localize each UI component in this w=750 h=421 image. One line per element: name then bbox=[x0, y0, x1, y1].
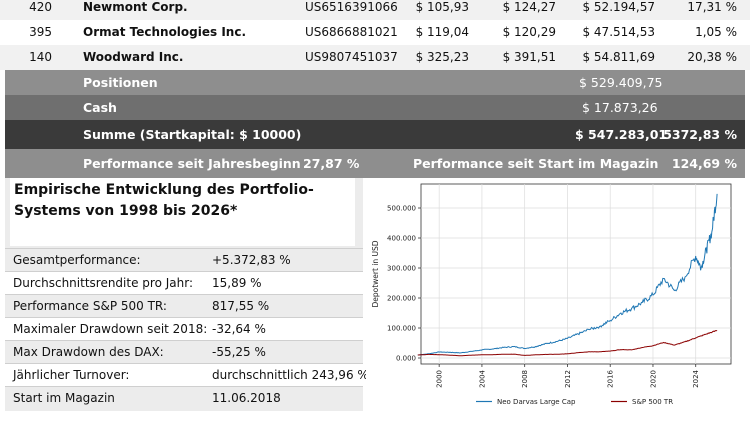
stat-value: +5.372,83 % bbox=[212, 253, 291, 267]
stats-title: Empirische Entwicklung des Portfolio-Sys… bbox=[10, 178, 355, 246]
stat-key: Maximaler Drawdown seit 2018: bbox=[13, 322, 208, 336]
shares-cell: 140 bbox=[29, 50, 52, 64]
y-tick-label: 100.000 bbox=[387, 325, 416, 333]
stat-row: Durchschnittsrendite pro Jahr: 15,89 % bbox=[5, 271, 363, 294]
shares-cell: 395 bbox=[29, 25, 52, 39]
current-price-cell: $ 124,27 bbox=[502, 0, 556, 14]
table-row: 420 Newmont Corp. US6516391066 $ 105,93 … bbox=[0, 0, 750, 20]
buy-price-cell: $ 105,93 bbox=[415, 0, 469, 14]
stat-value: 11.06.2018 bbox=[212, 391, 281, 405]
positions-row: Positionen $ 529.409,75 bbox=[5, 70, 745, 95]
stat-row: Maximaler Drawdown seit 2018: -32,64 % bbox=[5, 317, 363, 340]
total-value: $ 547.283,01 bbox=[575, 127, 668, 142]
perf-start-label: Performance seit Start im Magazin bbox=[413, 156, 659, 171]
x-tick-label: 2012 bbox=[564, 370, 572, 388]
current-price-cell: $ 391,51 bbox=[502, 50, 556, 64]
stat-key: Start im Magazin bbox=[13, 391, 115, 405]
table-row: 140 Woodward Inc. US9807451037 $ 325,23 … bbox=[0, 45, 750, 70]
shares-cell: 420 bbox=[29, 0, 52, 14]
current-price-cell: $ 120,29 bbox=[502, 25, 556, 39]
isin-cell: US9807451037 bbox=[305, 50, 398, 64]
stat-key: Gesamtperformance: bbox=[13, 253, 141, 267]
total-pct: 5372,83 % bbox=[663, 127, 737, 142]
stat-value: 817,55 % bbox=[212, 299, 270, 313]
position-value-cell: $ 47.514,53 bbox=[582, 25, 655, 39]
position-value-cell: $ 54.811,69 bbox=[582, 50, 655, 64]
x-tick-label: 2004 bbox=[478, 369, 486, 387]
stat-row: Start im Magazin 11.06.2018 bbox=[5, 386, 363, 409]
buy-price-cell: $ 119,04 bbox=[415, 25, 469, 39]
stat-row: Max Drawdown des DAX: -55,25 % bbox=[5, 340, 363, 363]
performance-row: Performance seit Jahresbeginn 27,87 % Pe… bbox=[5, 149, 745, 178]
company-name: Ormat Technologies Inc. bbox=[83, 25, 247, 39]
stat-value: -32,64 % bbox=[212, 322, 266, 336]
series-line-sp500 bbox=[417, 329, 718, 357]
series-line-neo-darvas bbox=[417, 193, 718, 356]
y-tick-label: 400.000 bbox=[387, 235, 416, 243]
positions-value: $ 529.409,75 bbox=[579, 75, 663, 90]
buy-price-cell: $ 325,23 bbox=[415, 50, 469, 64]
stat-key: Durchschnittsrendite pro Jahr: bbox=[13, 276, 193, 290]
x-tick-label: 2024 bbox=[692, 369, 700, 387]
stat-value: durchschnittlich 243,96 % bbox=[212, 368, 369, 382]
cash-value: $ 17.873,26 bbox=[582, 100, 658, 115]
position-pct-cell: 1,05 % bbox=[695, 25, 737, 39]
x-tick-label: 2008 bbox=[521, 370, 529, 388]
total-label: Summe (Startkapital: $ 10000) bbox=[83, 127, 302, 142]
plot-area bbox=[420, 183, 732, 365]
position-pct-cell: 17,31 % bbox=[687, 0, 737, 14]
y-tick-label: 300.000 bbox=[387, 265, 416, 273]
y-tick-label: 200.000 bbox=[387, 295, 416, 303]
stat-row: Jährlicher Turnover: durchschnittlich 24… bbox=[5, 363, 369, 386]
y-tick-label: 0.000 bbox=[396, 355, 416, 363]
performance-chart: 0.000 100.000 200.000 300.000 400.000 500.000… bbox=[366, 178, 744, 411]
y-tick-label: 500.000 bbox=[387, 205, 416, 213]
x-tick-label: 2016 bbox=[607, 369, 615, 387]
perf-ytd-label: Performance seit Jahresbeginn bbox=[83, 156, 301, 171]
company-name: Newmont Corp. bbox=[83, 0, 188, 14]
stat-key: Performance S&P 500 TR: bbox=[13, 299, 167, 313]
y-axis-label: Depotwert in USD bbox=[371, 240, 380, 307]
stat-key: Max Drawdown des DAX: bbox=[13, 345, 164, 359]
stats-panel: Empirische Entwicklung des Portfolio-Sys… bbox=[5, 178, 369, 411]
cash-label: Cash bbox=[83, 100, 117, 115]
stat-row: Performance S&P 500 TR: 817,55 % bbox=[5, 294, 363, 317]
stat-key: Jährlicher Turnover: bbox=[13, 368, 130, 382]
isin-cell: US6866881021 bbox=[305, 25, 398, 39]
company-name: Woodward Inc. bbox=[83, 50, 184, 64]
stat-value: -55,25 % bbox=[212, 345, 266, 359]
legend-label: S&P 500 TR bbox=[632, 398, 673, 406]
cash-row: Cash $ 17.873,26 bbox=[5, 95, 745, 120]
legend-label: Neo Darvas Large Cap bbox=[497, 398, 576, 406]
positions-label: Positionen bbox=[83, 75, 158, 90]
table-row: 395 Ormat Technologies Inc. US6866881021… bbox=[0, 20, 750, 45]
chart-svg: 0.000 100.000 200.000 300.000 400.000 500.000… bbox=[371, 183, 732, 406]
total-row: Summe (Startkapital: $ 10000) $ 547.283,… bbox=[5, 120, 745, 149]
x-tick-label: 2000 bbox=[436, 370, 444, 388]
position-pct-cell: 20,38 % bbox=[687, 50, 737, 64]
stat-row: Gesamtperformance: +5.372,83 % bbox=[5, 248, 363, 271]
position-value-cell: $ 52.194,57 bbox=[582, 0, 655, 14]
perf-ytd-value: 27,87 % bbox=[303, 156, 360, 171]
stat-value: 15,89 % bbox=[212, 276, 262, 290]
x-tick-label: 2020 bbox=[649, 370, 657, 388]
perf-start-value: 124,69 % bbox=[671, 156, 737, 171]
isin-cell: US6516391066 bbox=[305, 0, 398, 14]
